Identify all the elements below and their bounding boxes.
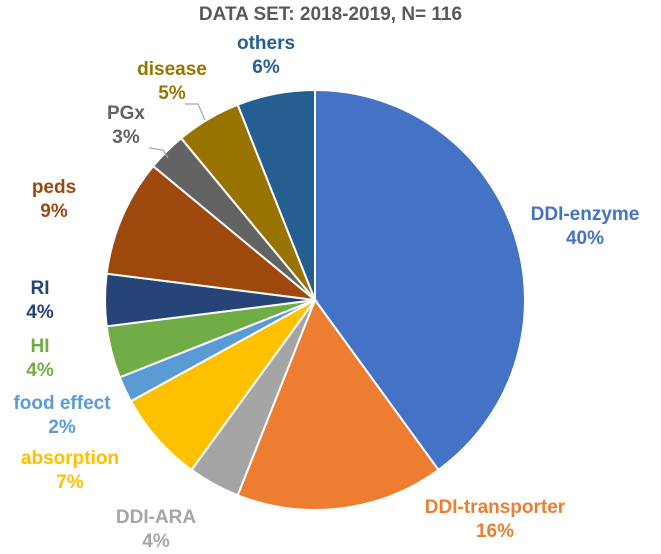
slice-percent-disease: 5% bbox=[158, 83, 186, 104]
data-label-ri: RI 4% bbox=[26, 277, 53, 325]
slice-name-food-effect: food effect bbox=[13, 393, 111, 414]
slice-percent-ddi-enzyme: 40% bbox=[565, 228, 605, 249]
slice-percent-peds: 9% bbox=[40, 201, 68, 222]
data-label-ddi-enzyme: DDI-enzyme 40% bbox=[531, 203, 640, 251]
data-label-ddi-transporter: DDI-transporter 16% bbox=[425, 496, 565, 544]
slice-percent-ddi-ara: 4% bbox=[142, 531, 170, 552]
slice-percent-ddi-transporter: 16% bbox=[475, 521, 515, 542]
data-label-pgx: PGx 3% bbox=[107, 102, 145, 150]
data-label-absorption: absorption 7% bbox=[21, 447, 119, 495]
slice-name-ddi-transporter: DDI-transporter bbox=[424, 497, 566, 518]
slice-name-ddi-ara: DDI-ARA bbox=[115, 507, 197, 528]
pie-slice-others bbox=[236, 88, 316, 301]
leader-line-pgx bbox=[148, 147, 169, 159]
slice-percent-pgx: 3% bbox=[112, 127, 140, 148]
data-label-ddi-ara: DDI-ARA 4% bbox=[116, 506, 196, 554]
slice-name-peds: peds bbox=[31, 177, 77, 198]
data-label-peds: peds 9% bbox=[32, 176, 76, 224]
slice-percent-others: 6% bbox=[252, 57, 280, 78]
data-label-disease: disease 5% bbox=[137, 58, 207, 106]
slice-percent-food-effect: 2% bbox=[48, 417, 76, 438]
slice-percent-absorption: 7% bbox=[56, 472, 84, 493]
pie-slice-ddi-enzyme bbox=[314, 88, 526, 472]
slice-name-ddi-enzyme: DDI-enzyme bbox=[530, 204, 640, 225]
slice-percent-hi: 4% bbox=[26, 360, 54, 381]
chart-title: DATA SET: 2018-2019, N= 116 bbox=[198, 4, 463, 25]
slice-name-ri: RI bbox=[30, 278, 50, 299]
slice-percent-ri: 4% bbox=[26, 302, 54, 323]
leader-line-disease bbox=[185, 103, 206, 121]
slice-name-hi: HI bbox=[30, 336, 50, 357]
data-label-others: others 6% bbox=[237, 32, 295, 80]
data-label-hi: HI 4% bbox=[26, 335, 53, 383]
data-label-food-effect: food effect 2% bbox=[13, 392, 110, 440]
pie-slice-peds bbox=[105, 164, 319, 302]
slice-name-pgx: PGx bbox=[106, 103, 146, 124]
slice-name-others: others bbox=[236, 33, 296, 54]
slice-name-absorption: absorption bbox=[20, 448, 120, 469]
slice-name-disease: disease bbox=[137, 59, 207, 80]
pie-slice-ddi-transporter bbox=[236, 297, 440, 511]
